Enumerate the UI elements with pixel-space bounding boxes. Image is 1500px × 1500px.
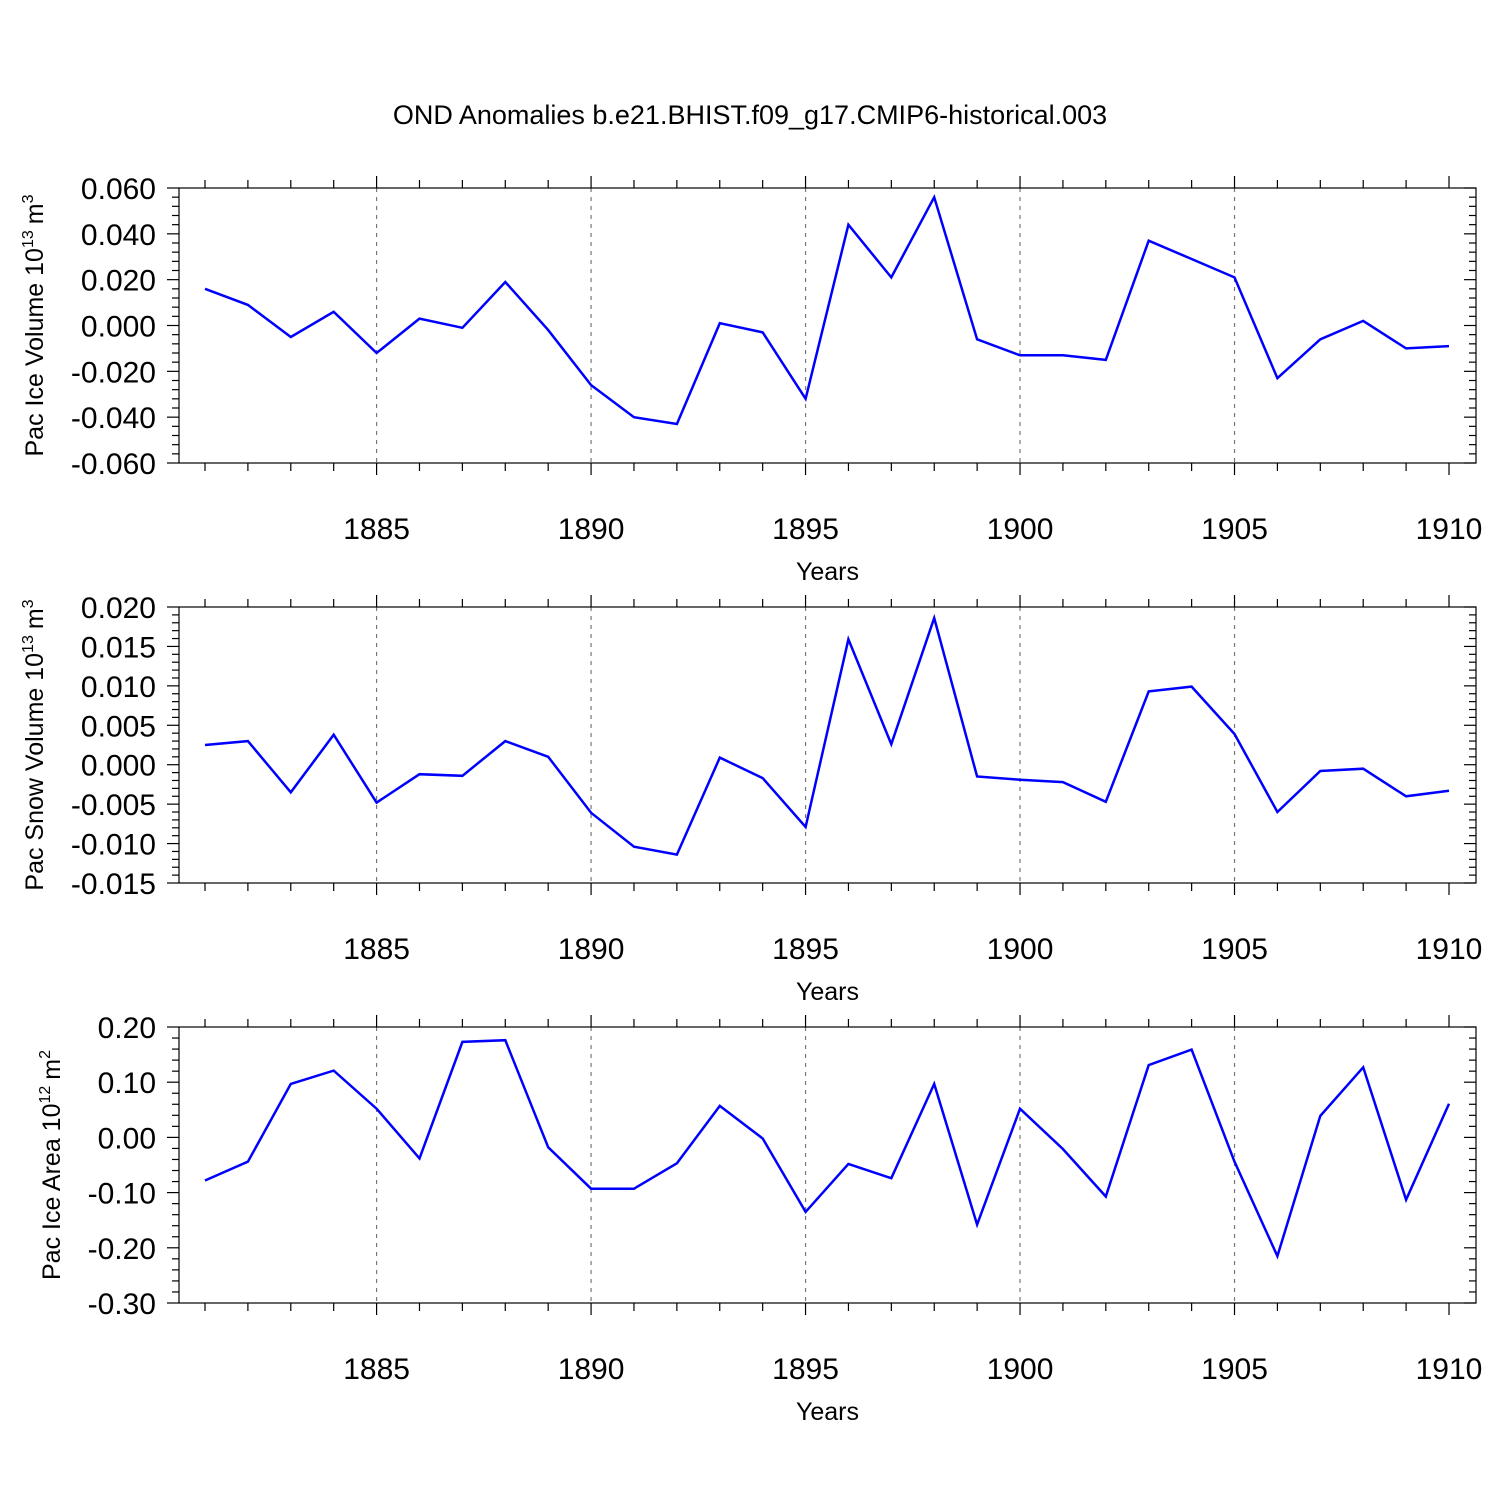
chart-title: OND Anomalies b.e21.BHIST.f09_g17.CMIP6-… <box>393 100 1107 130</box>
y-tick-label: 0.10 <box>98 1067 156 1100</box>
y-tick-label: 0.020 <box>81 592 156 625</box>
y-tick-label: 0.015 <box>81 631 156 664</box>
y-tick-label: -0.020 <box>71 356 156 389</box>
y-tick-label: -0.30 <box>88 1288 156 1321</box>
y-tick-label: 0.060 <box>81 173 156 206</box>
y-tick-label: 0.040 <box>81 219 156 252</box>
y-tick-label: 0.010 <box>81 671 156 704</box>
y-tick-label: 0.000 <box>81 311 156 344</box>
x-tick-label: 1885 <box>343 1353 410 1386</box>
series-line <box>204 1038 1451 1260</box>
x-tick-label: 1910 <box>1416 1353 1483 1386</box>
plot-frame <box>178 1026 1477 1304</box>
y-tick-label: -0.10 <box>88 1178 156 1211</box>
x-tick-label: 1895 <box>772 1353 839 1386</box>
x-tick-label: 1905 <box>1201 513 1268 546</box>
y-tick-label: -0.20 <box>88 1233 156 1266</box>
y-tick-label: 0.020 <box>81 265 156 298</box>
y-tick-label: 0.00 <box>98 1122 156 1155</box>
x-tick-label: 1910 <box>1416 513 1483 546</box>
plot-frame <box>178 606 1477 884</box>
x-tick-label: 1895 <box>772 513 839 546</box>
x-axis-label: Years <box>796 1398 859 1426</box>
panel-ice-volume: -0.060 -0.040 -0.020 0.000 0.020 0.040 0.060 18… <box>20 173 1482 586</box>
x-tick-label: 1905 <box>1201 1353 1268 1386</box>
y-tick-label: -0.040 <box>71 402 156 435</box>
x-tick-label: 1900 <box>987 513 1054 546</box>
y-tick-label: -0.015 <box>71 868 156 901</box>
x-tick-label: 1890 <box>558 1353 625 1386</box>
x-tick-label: 1895 <box>772 933 839 966</box>
x-tick-label: 1910 <box>1416 933 1483 966</box>
y-tick-label: -0.005 <box>71 789 156 822</box>
x-tick-label: 1905 <box>1201 933 1268 966</box>
panel-ice-area: -0.30 -0.20 -0.10 0.00 0.10 0.20 1885 1890 1895 1… <box>37 1012 1482 1426</box>
y-tick-label: -0.010 <box>71 829 156 862</box>
y-axis-label: Pac Snow Volume 1013m3 <box>20 599 49 890</box>
y-axis-label: Pac Ice Area 1012m2 <box>37 1050 66 1280</box>
y-tick-label: -0.060 <box>71 448 156 481</box>
plot-frame <box>178 187 1477 464</box>
x-tick-label: 1890 <box>558 933 625 966</box>
panel-snow-volume: -0.015 -0.010 -0.005 0.000 0.005 0.010 0.015 0.… <box>20 592 1482 1006</box>
x-axis-label: Years <box>796 558 859 586</box>
x-tick-label: 1885 <box>343 933 410 966</box>
series-line <box>204 613 1450 857</box>
y-axis-label: Pac Ice Volume 1013m3 <box>20 194 49 456</box>
y-tick-label: 0.000 <box>81 750 156 783</box>
x-tick-label: 1900 <box>987 1353 1054 1386</box>
x-tick-label: 1890 <box>558 513 625 546</box>
series-line <box>204 193 1450 426</box>
x-tick-label: 1885 <box>343 513 410 546</box>
x-tick-label: 1900 <box>987 933 1054 966</box>
y-tick-label: 0.005 <box>81 710 156 743</box>
x-axis-label: Years <box>796 978 859 1006</box>
y-tick-label: 0.20 <box>98 1012 156 1045</box>
